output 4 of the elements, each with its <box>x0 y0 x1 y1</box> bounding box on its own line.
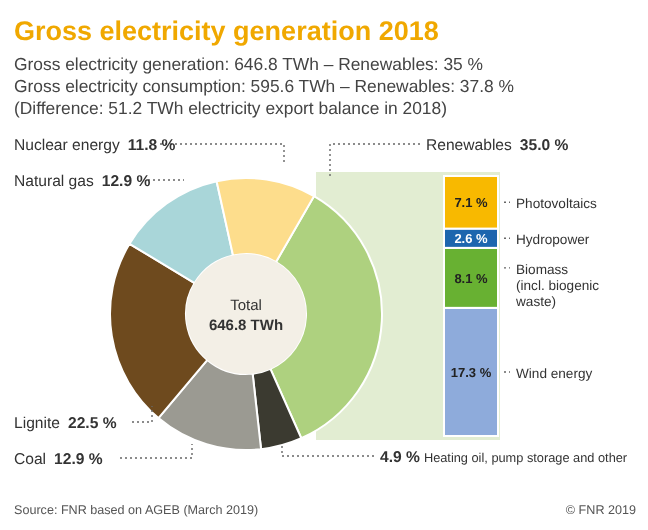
chart-title: Gross electricity generation 2018 <box>14 16 440 46</box>
text: (Difference: 51.2 TWh electricity export balance in 2018) <box>14 98 448 118</box>
text: Gross electricity consumption: 595.6 TWh – Renewables: 37.8 % <box>14 76 515 96</box>
chart-subtitle: Gross electricity generation: 646.8 TWh – Renewables: 35 % <box>14 54 484 74</box>
